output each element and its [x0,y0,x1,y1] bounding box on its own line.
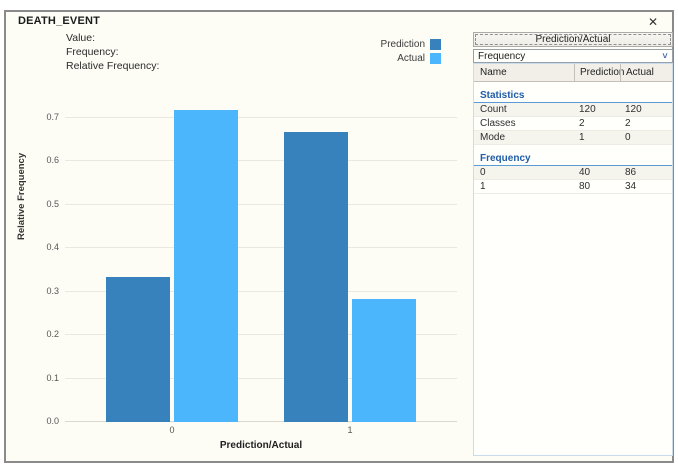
legend-item-actual: Actual [351,51,441,65]
table-cell: Classes [480,118,516,129]
table-cell: 0 [625,132,631,143]
table-cell: 1 [579,132,585,143]
bar-actual-0[interactable] [174,110,238,422]
bar-prediction-1[interactable] [284,132,348,422]
table-row: Classes 2 2 [474,117,672,131]
y-tick-label: 0.2 [46,329,59,340]
table-cell: Count [480,104,507,115]
legend-swatch [430,52,441,64]
column-header-name: Name [480,67,507,78]
window-title: DEATH_EVENT [18,15,101,27]
gridline [65,160,457,162]
gridline [65,334,457,336]
legend-swatch [430,38,441,50]
table-row: Count 120 120 [474,103,672,117]
y-tick-label: 0.6 [46,155,59,166]
table-cell: Mode [480,132,506,143]
y-tick-label: 0.4 [46,242,59,253]
y-tick-label: 0.0 [46,416,59,426]
y-tick-label: 0.5 [46,198,59,209]
column-header-prediction: Prediction [574,64,624,81]
hover-readout: Value: Frequency: Relative Frequency: [66,31,159,73]
histogram-window: DEATH_EVENT ✕ Value: Frequency: Relative… [4,10,674,463]
statistics-table-header: Name Prediction Actual [474,64,672,82]
section-rows: 0 40 86 1 80 34 [474,166,672,194]
prediction-actual-header-button[interactable]: Prediction/Actual [473,32,673,47]
close-icon[interactable]: ✕ [647,15,659,29]
table-cell: 80 [579,181,591,192]
chart-legend: Prediction Actual [351,37,441,65]
gridline [65,203,457,205]
gridline [65,116,457,118]
column-header-actual: Actual [620,64,672,81]
statistics-table: Name Prediction Actual Statistics Count 12… [473,63,673,456]
table-row: Mode 1 0 [474,131,672,145]
table-cell: 86 [625,167,637,178]
table-cell: 1 [480,181,486,192]
table-cell: 120 [625,104,642,115]
readout-relative-frequency-label: Relative Frequency: [66,60,160,72]
x-tick-label: 0 [169,425,175,435]
table-cell: 2 [625,118,631,129]
table-cell: 34 [625,181,637,192]
gridline [65,290,457,292]
section-header-frequency: Frequency [474,151,672,166]
table-cell: 40 [579,167,591,178]
bar-chart-plot: 0.0 0.1 0.2 0.3 0.4 0.5 0.6 0.7 [46,88,457,426]
metric-dropdown[interactable]: Frequency ˅ [473,49,673,63]
y-tick-label: 0.3 [46,285,59,296]
x-axis-title: Prediction/Actual [219,440,303,451]
prediction-actual-header-button-label: Prediction/Actual [475,34,671,45]
chevron-down-icon: ˅ [662,51,668,61]
y-tick-label: 0.1 [46,372,59,383]
legend-item-prediction: Prediction [351,37,441,51]
table-row: 0 40 86 [474,166,672,180]
x-tick-label: 1 [347,425,353,435]
table-row: 1 80 34 [474,180,672,194]
statistics-table-body: Statistics Count 120 120 Classes 2 2 Mode 1 0 Freq… [474,88,672,194]
gridline [65,247,457,249]
gridline [65,421,457,422]
section-header-statistics: Statistics [474,88,672,103]
bar-actual-1[interactable] [352,299,416,422]
table-cell: 0 [480,167,486,178]
table-cell: 2 [579,118,585,129]
bar-prediction-0[interactable] [106,277,170,422]
y-tick-label: 0.7 [46,111,59,122]
gridline [65,377,457,379]
legend-label: Prediction [380,38,425,50]
metric-dropdown-value: Frequency [478,50,526,62]
readout-value-label: Value: [66,32,95,44]
readout-frequency-label: Frequency: [66,46,119,58]
table-cell: 120 [579,104,596,115]
section-rows: Count 120 120 Classes 2 2 Mode 1 0 [474,103,672,145]
legend-label: Actual [397,52,425,64]
y-axis-title: Relative Frequency [16,152,27,240]
